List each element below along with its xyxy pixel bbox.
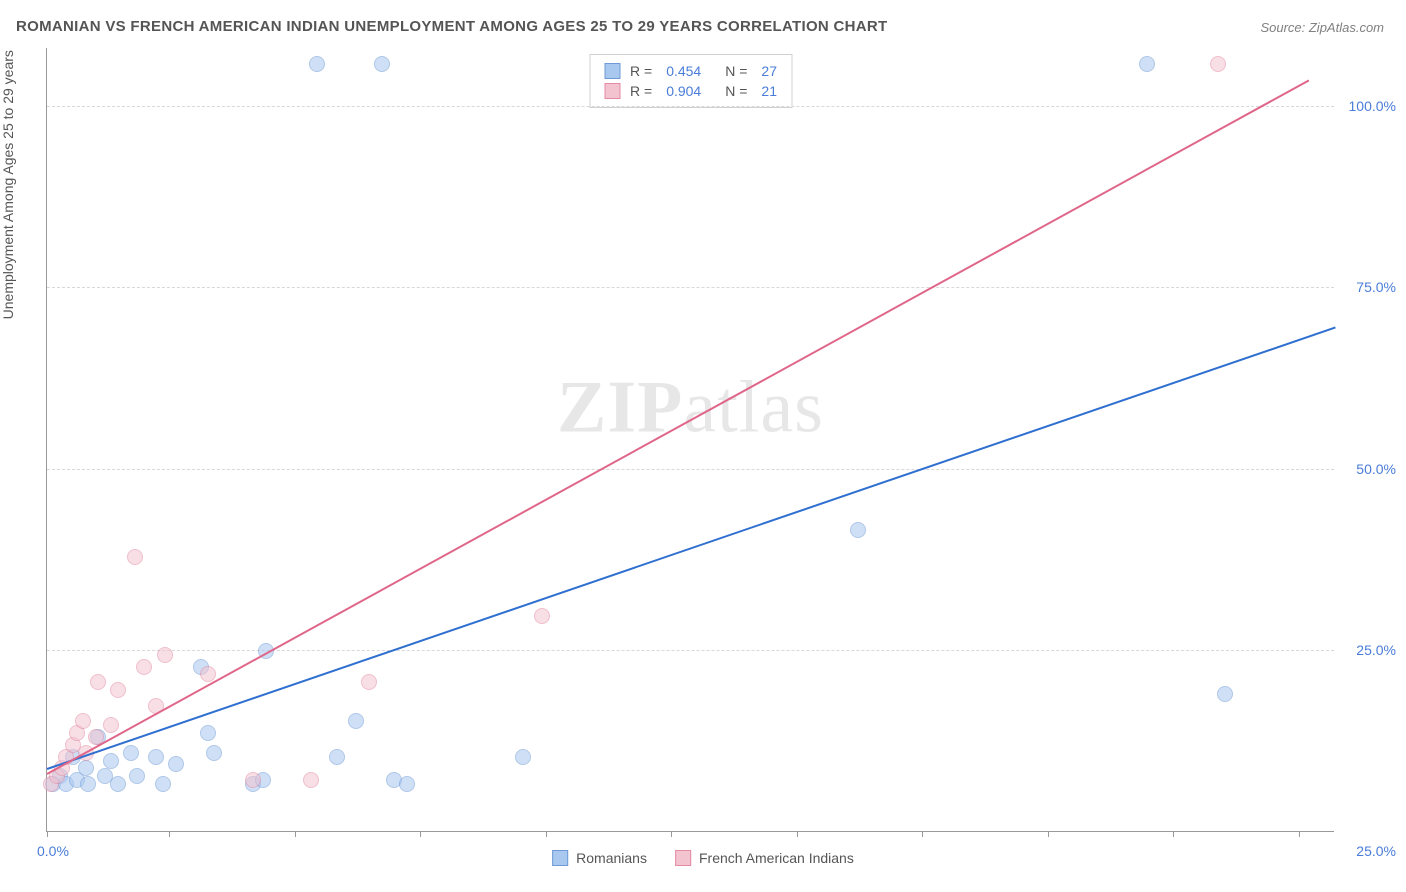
data-point-french-american-indians xyxy=(245,772,261,788)
gridline-h xyxy=(47,287,1334,288)
data-point-french-american-indians xyxy=(361,674,377,690)
data-point-romanians xyxy=(309,56,325,72)
x-tick-mark xyxy=(1173,831,1174,837)
data-point-romanians xyxy=(103,753,119,769)
swatch-series2 xyxy=(604,83,620,99)
y-axis-label: Unemployment Among Ages 25 to 29 years xyxy=(0,50,16,319)
y-tick-label: 100.0% xyxy=(1349,98,1396,114)
swatch-romanians xyxy=(552,850,568,866)
legend-row-series2: R = 0.904 N = 21 xyxy=(604,81,777,101)
legend-label-romanians: Romanians xyxy=(576,850,647,866)
series-legend: Romanians French American Indians xyxy=(552,850,854,866)
y-tick-label: 50.0% xyxy=(1356,461,1396,477)
swatch-french-american-indians xyxy=(675,850,691,866)
data-point-romanians xyxy=(348,713,364,729)
data-point-romanians xyxy=(80,776,96,792)
data-point-french-american-indians xyxy=(110,682,126,698)
x-tick-mark xyxy=(169,831,170,837)
trend-line-french-american-indians xyxy=(47,79,1310,775)
data-point-romanians xyxy=(129,768,145,784)
y-tick-label: 25.0% xyxy=(1356,642,1396,658)
x-tick-mark xyxy=(1048,831,1049,837)
y-tick-label: 75.0% xyxy=(1356,279,1396,295)
data-point-romanians xyxy=(123,745,139,761)
n-value-series2: 21 xyxy=(761,83,777,99)
correlation-legend: R = 0.454 N = 27 R = 0.904 N = 21 xyxy=(589,54,792,108)
data-point-french-american-indians xyxy=(1210,56,1226,72)
x-tick-mark xyxy=(420,831,421,837)
r-value-series1: 0.454 xyxy=(666,63,701,79)
data-point-romanians xyxy=(168,756,184,772)
x-tick-mark xyxy=(546,831,547,837)
chart-title: ROMANIAN VS FRENCH AMERICAN INDIAN UNEMP… xyxy=(16,18,888,35)
data-point-romanians xyxy=(399,776,415,792)
legend-item-romanians: Romanians xyxy=(552,850,647,866)
x-max-label: 25.0% xyxy=(1356,843,1396,859)
source-attribution: Source: ZipAtlas.com xyxy=(1260,20,1384,35)
data-point-romanians xyxy=(200,725,216,741)
data-point-romanians xyxy=(374,56,390,72)
data-point-french-american-indians xyxy=(136,659,152,675)
data-point-french-american-indians xyxy=(303,772,319,788)
chart-container: ROMANIAN VS FRENCH AMERICAN INDIAN UNEMP… xyxy=(0,0,1406,892)
n-value-series1: 27 xyxy=(761,63,777,79)
x-tick-mark xyxy=(47,831,48,837)
data-point-french-american-indians xyxy=(75,713,91,729)
gridline-h xyxy=(47,469,1334,470)
data-point-romanians xyxy=(515,749,531,765)
x-tick-mark xyxy=(671,831,672,837)
data-point-romanians xyxy=(78,760,94,776)
data-point-romanians xyxy=(329,749,345,765)
x-tick-mark xyxy=(922,831,923,837)
x-tick-mark xyxy=(295,831,296,837)
data-point-romanians xyxy=(110,776,126,792)
data-point-french-american-indians xyxy=(127,549,143,565)
data-point-french-american-indians xyxy=(534,608,550,624)
data-point-romanians xyxy=(850,522,866,538)
gridline-h xyxy=(47,650,1334,651)
trend-line-romanians xyxy=(47,326,1336,769)
data-point-romanians xyxy=(1139,56,1155,72)
plot-area: ZIPatlas R = 0.454 N = 27 R = 0.904 N = … xyxy=(46,48,1334,832)
x-tick-mark xyxy=(797,831,798,837)
swatch-series1 xyxy=(604,63,620,79)
x-tick-mark xyxy=(1299,831,1300,837)
watermark: ZIPatlas xyxy=(557,366,824,451)
legend-item-french-american-indians: French American Indians xyxy=(675,850,854,866)
data-point-romanians xyxy=(206,745,222,761)
data-point-french-american-indians xyxy=(157,647,173,663)
gridline-h xyxy=(47,106,1334,107)
data-point-french-american-indians xyxy=(103,717,119,733)
legend-label-french-american-indians: French American Indians xyxy=(699,850,854,866)
data-point-romanians xyxy=(148,749,164,765)
data-point-romanians xyxy=(155,776,171,792)
r-value-series2: 0.904 xyxy=(666,83,701,99)
data-point-french-american-indians xyxy=(90,674,106,690)
legend-row-series1: R = 0.454 N = 27 xyxy=(604,61,777,81)
x-origin-label: 0.0% xyxy=(37,843,69,859)
data-point-romanians xyxy=(1217,686,1233,702)
